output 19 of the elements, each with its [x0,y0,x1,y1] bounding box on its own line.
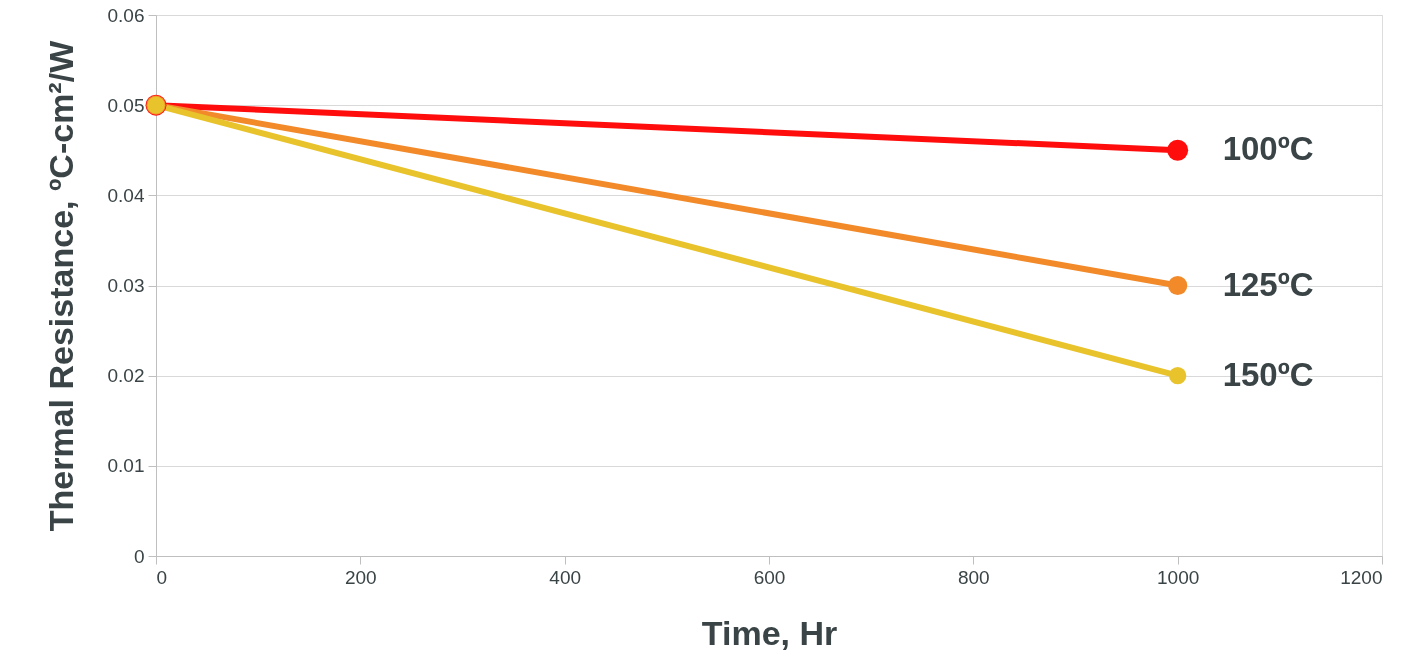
x-axis-title: Time, Hr [701,613,838,652]
y-tick-label: 0.06 [107,4,145,26]
series-label: 150ºC [1222,355,1314,393]
y-tick-label: 0.01 [107,455,145,477]
y-tick-label: 0.02 [107,365,145,387]
series-label: 100ºC [1222,130,1314,168]
x-tick-label: 200 [344,566,377,588]
x-tick-label: 400 [549,566,582,588]
x-tick-label: 1000 [1157,566,1200,588]
y-tick-label: 0.05 [107,94,145,116]
y-tick-label: 0.03 [107,275,145,296]
x-tick-label: 600 [753,566,786,588]
y-tick-label: 0 [133,545,145,567]
x-tick-label: 1200 [1340,566,1383,588]
x-tick-label: 800 [957,566,990,588]
y-axis-title: Thermal Resistance, ºC-cm²/W [41,39,80,532]
series-label: 125ºC [1222,265,1314,303]
x-tick-label: 0 [156,566,168,588]
y-tick-label: 0.04 [107,184,145,206]
